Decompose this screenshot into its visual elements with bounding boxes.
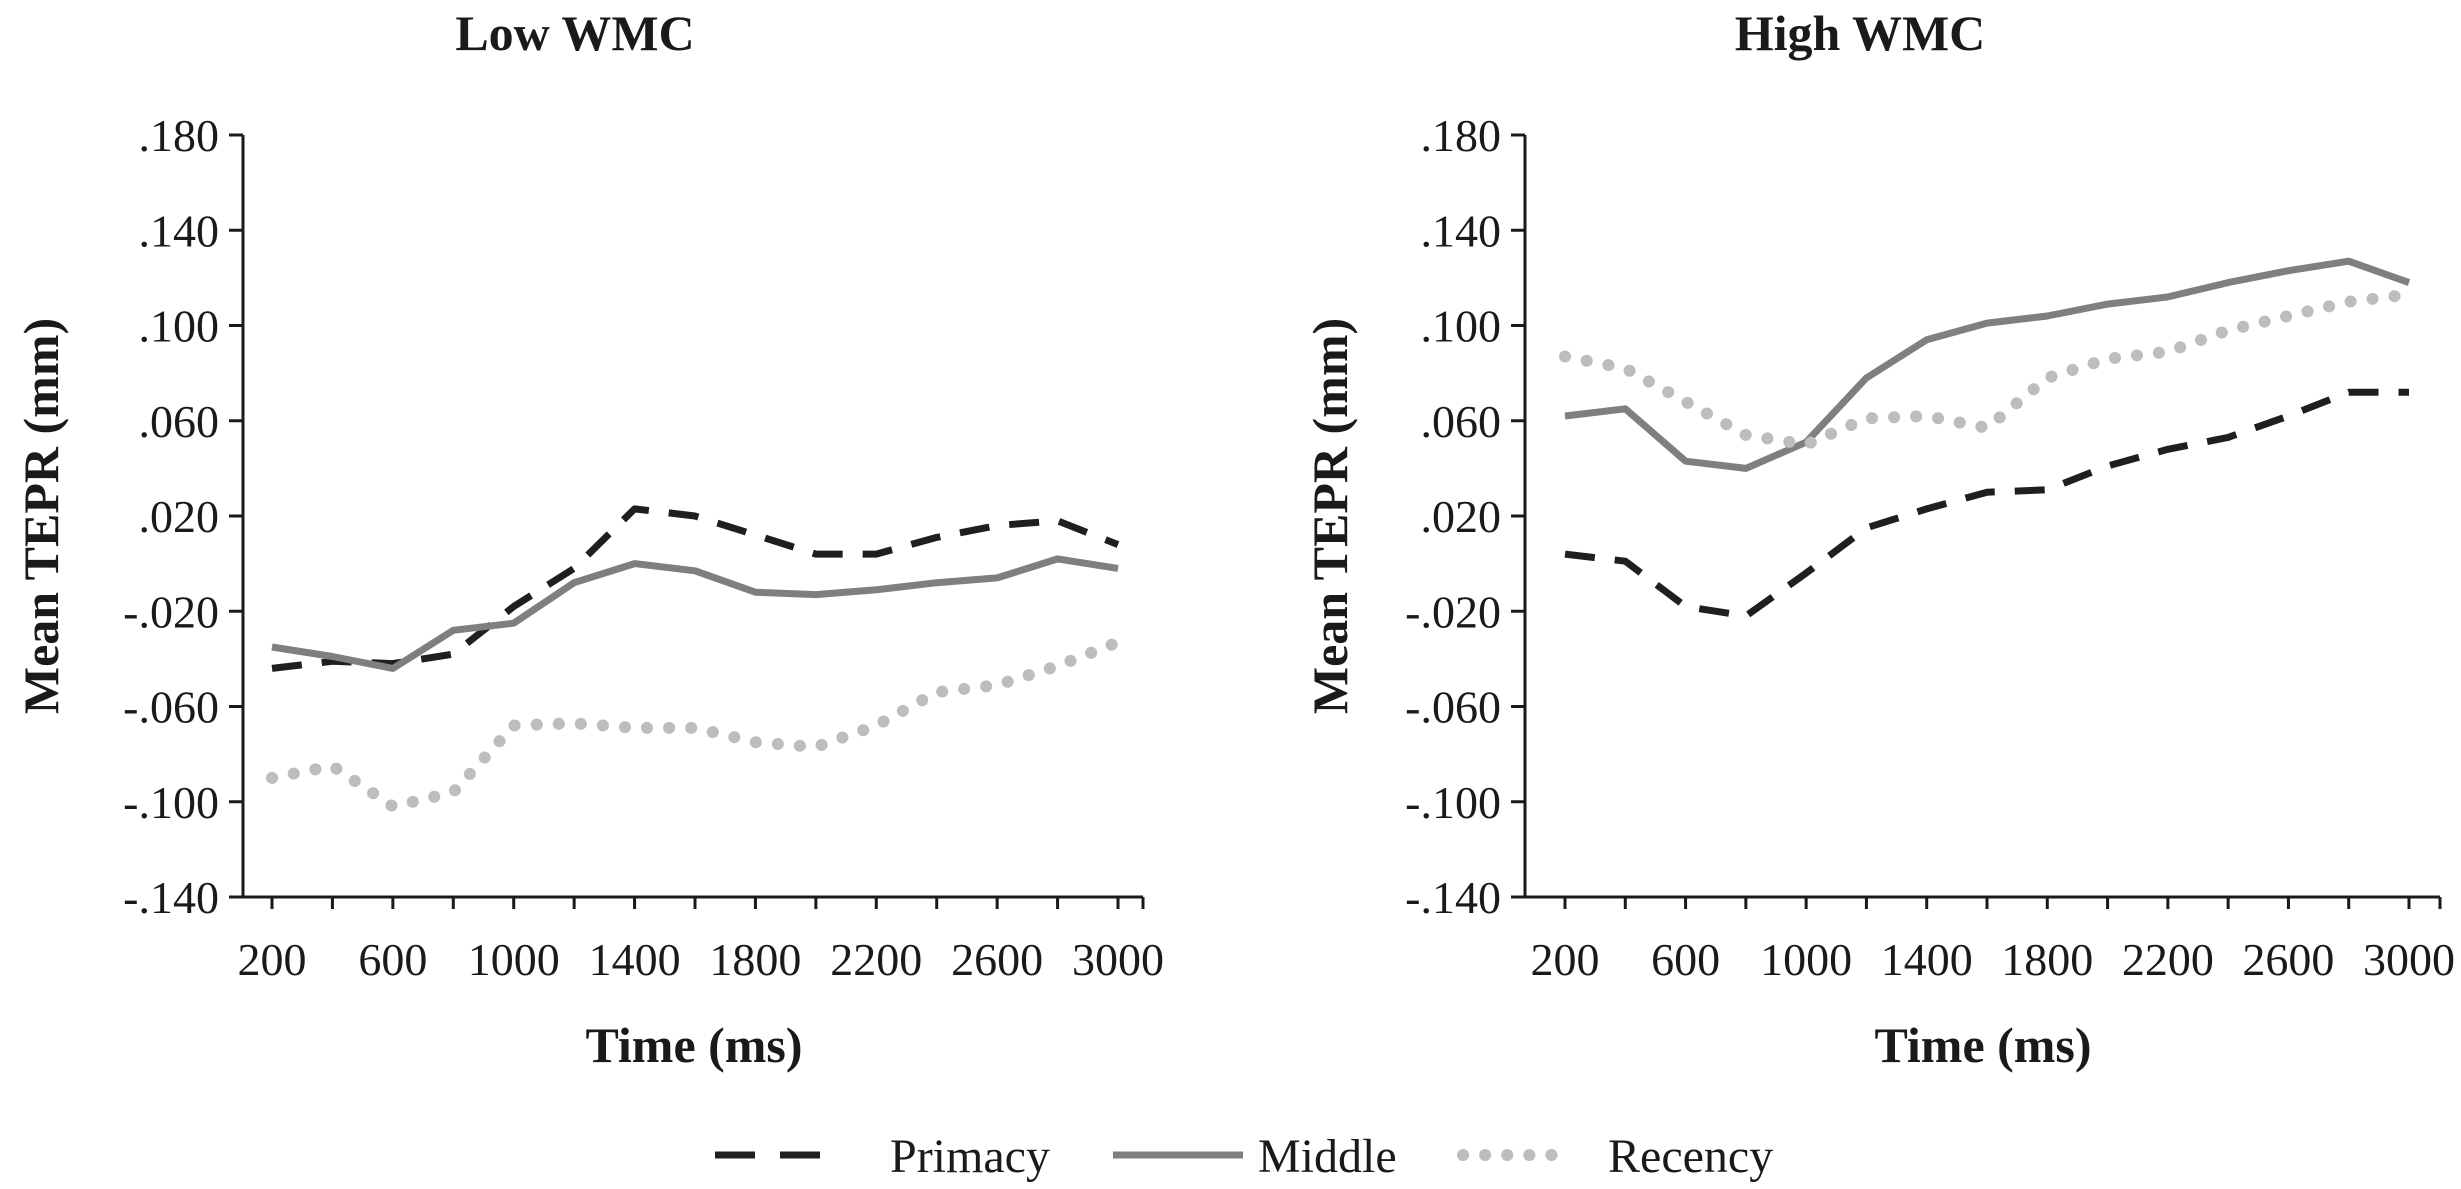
x-tick-label: 1400 xyxy=(589,934,681,985)
series-line-middle xyxy=(271,555,1119,672)
y-axis-title: Mean TEPR (mm) xyxy=(13,318,69,714)
y-tick-label: -.140 xyxy=(123,872,219,923)
x-tick-label: 1000 xyxy=(468,934,560,985)
x-tick-label: 1000 xyxy=(1760,934,1852,985)
y-tick-label: .180 xyxy=(1421,110,1502,161)
y-tick-label: .060 xyxy=(139,396,220,447)
y-tick-label: -.100 xyxy=(123,777,219,828)
y-tick-label: .020 xyxy=(1421,491,1502,542)
y-tick-label: .020 xyxy=(139,491,220,542)
x-tick-label: 1400 xyxy=(1881,934,1973,985)
x-tick-label: 200 xyxy=(238,934,307,985)
y-tick-label: .100 xyxy=(139,301,220,352)
x-tick-label: 2600 xyxy=(951,934,1043,985)
x-tick-label: 1800 xyxy=(2001,934,2093,985)
series-line-middle xyxy=(1564,257,2411,472)
y-tick-label: .140 xyxy=(139,205,220,256)
x-tick-label: 3000 xyxy=(2363,934,2455,985)
x-tick-label: 2600 xyxy=(2242,934,2334,985)
x-tick-label: 600 xyxy=(358,934,427,985)
y-tick-label: -.140 xyxy=(1405,872,1501,923)
y-tick-label: -.020 xyxy=(123,586,219,637)
x-axis-title: Time (ms) xyxy=(585,1017,802,1073)
legend-label: Recency xyxy=(1608,1130,1773,1183)
y-tick-label: -.020 xyxy=(1405,586,1501,637)
y-tick-label: -.100 xyxy=(1405,777,1501,828)
chart-panel-low-wmc: Low WMC .180 .140 .100 .060 .020 -.020 -.060 -.1… xyxy=(13,5,1164,1073)
y-tick-label: -.060 xyxy=(123,682,219,733)
legend: Primacy Middle Recency xyxy=(715,1130,1773,1183)
y-tick-label: .060 xyxy=(1421,396,1502,447)
y-tick-label: .100 xyxy=(1421,301,1502,352)
x-tick-label: 3000 xyxy=(1072,934,1164,985)
chart-title: Low WMC xyxy=(455,5,694,61)
series-line-primacy xyxy=(271,505,1120,672)
legend-label: Middle xyxy=(1258,1130,1397,1183)
chart-panel-high-wmc: High WMC .180 .140 .100 .060 .020 -.020 -.060 -.… xyxy=(1302,5,2455,1073)
y-tick-label: .180 xyxy=(139,110,220,161)
chart-title: High WMC xyxy=(1735,5,1986,61)
legend-item-primacy: Primacy xyxy=(715,1130,1050,1183)
x-tick-label: 200 xyxy=(1531,934,1600,985)
y-tick-label: -.060 xyxy=(1405,682,1501,733)
x-tick-label: 1800 xyxy=(709,934,801,985)
legend-item-recency: Recency xyxy=(1457,1130,1773,1183)
x-tick-label: 2200 xyxy=(2122,934,2214,985)
x-tick-label: 600 xyxy=(1651,934,1720,985)
y-tick-label: .140 xyxy=(1421,205,1502,256)
y-axis-title: Mean TEPR (mm) xyxy=(1302,318,1358,714)
legend-item-middle: Middle xyxy=(1113,1130,1397,1183)
x-tick-label: 2200 xyxy=(830,934,922,985)
series-line-recency xyxy=(1559,288,2415,451)
x-axis-title: Time (ms) xyxy=(1874,1017,2091,1073)
legend-label: Primacy xyxy=(890,1130,1050,1183)
